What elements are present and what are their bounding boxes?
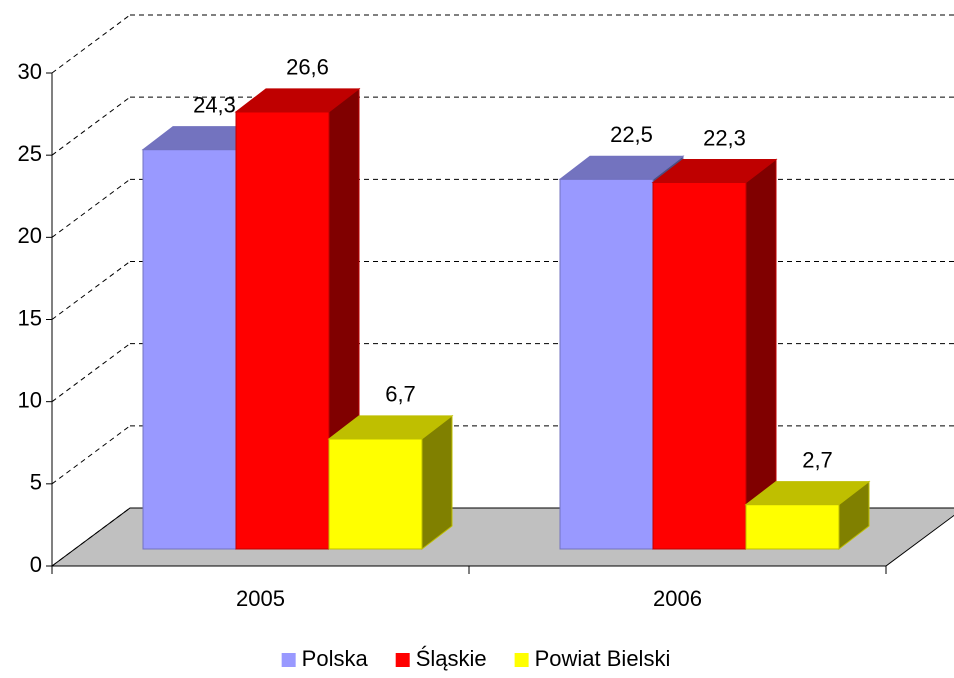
legend-label: Śląskie (416, 646, 487, 671)
data-label: 22,5 (610, 122, 653, 147)
data-label: 26,6 (286, 55, 329, 80)
grid-line (51, 14, 131, 74)
bar-side (421, 414, 453, 551)
y-tick-label: 30 (18, 59, 42, 84)
bar-front (328, 438, 423, 550)
bar-side (838, 480, 870, 551)
bar-front (652, 182, 747, 550)
bar-front (235, 111, 330, 550)
y-tick-label: 5 (30, 470, 42, 495)
bar (327, 414, 454, 551)
legend-swatch (514, 653, 529, 667)
legend-label: Polska (302, 646, 369, 671)
data-label: 2,7 (802, 447, 833, 472)
grid-line (51, 425, 131, 485)
grid-line (51, 96, 131, 156)
grid-line (51, 178, 131, 238)
y-tick-label: 15 (18, 305, 42, 330)
data-label: 6,7 (385, 382, 416, 407)
y-tick-label: 10 (18, 387, 42, 412)
y-tick-label: 25 (18, 141, 42, 166)
grid-line (51, 507, 131, 567)
bar-front (559, 178, 654, 550)
legend-swatch (281, 653, 296, 667)
y-tick-label: 0 (30, 552, 42, 577)
grid-line (51, 343, 131, 403)
legend-label: Powiat Bielski (535, 646, 671, 671)
x-tick-label: 2006 (653, 586, 702, 611)
x-tick-label: 2005 (236, 586, 285, 611)
data-label: 22,3 (703, 125, 746, 150)
grid-line (51, 261, 131, 320)
y-tick-label: 20 (18, 223, 42, 248)
data-label: 24,3 (193, 92, 236, 117)
legend-swatch (395, 653, 410, 667)
bar-front (745, 504, 840, 550)
bar (651, 158, 778, 551)
bar (744, 480, 871, 551)
bar-front (142, 149, 237, 550)
